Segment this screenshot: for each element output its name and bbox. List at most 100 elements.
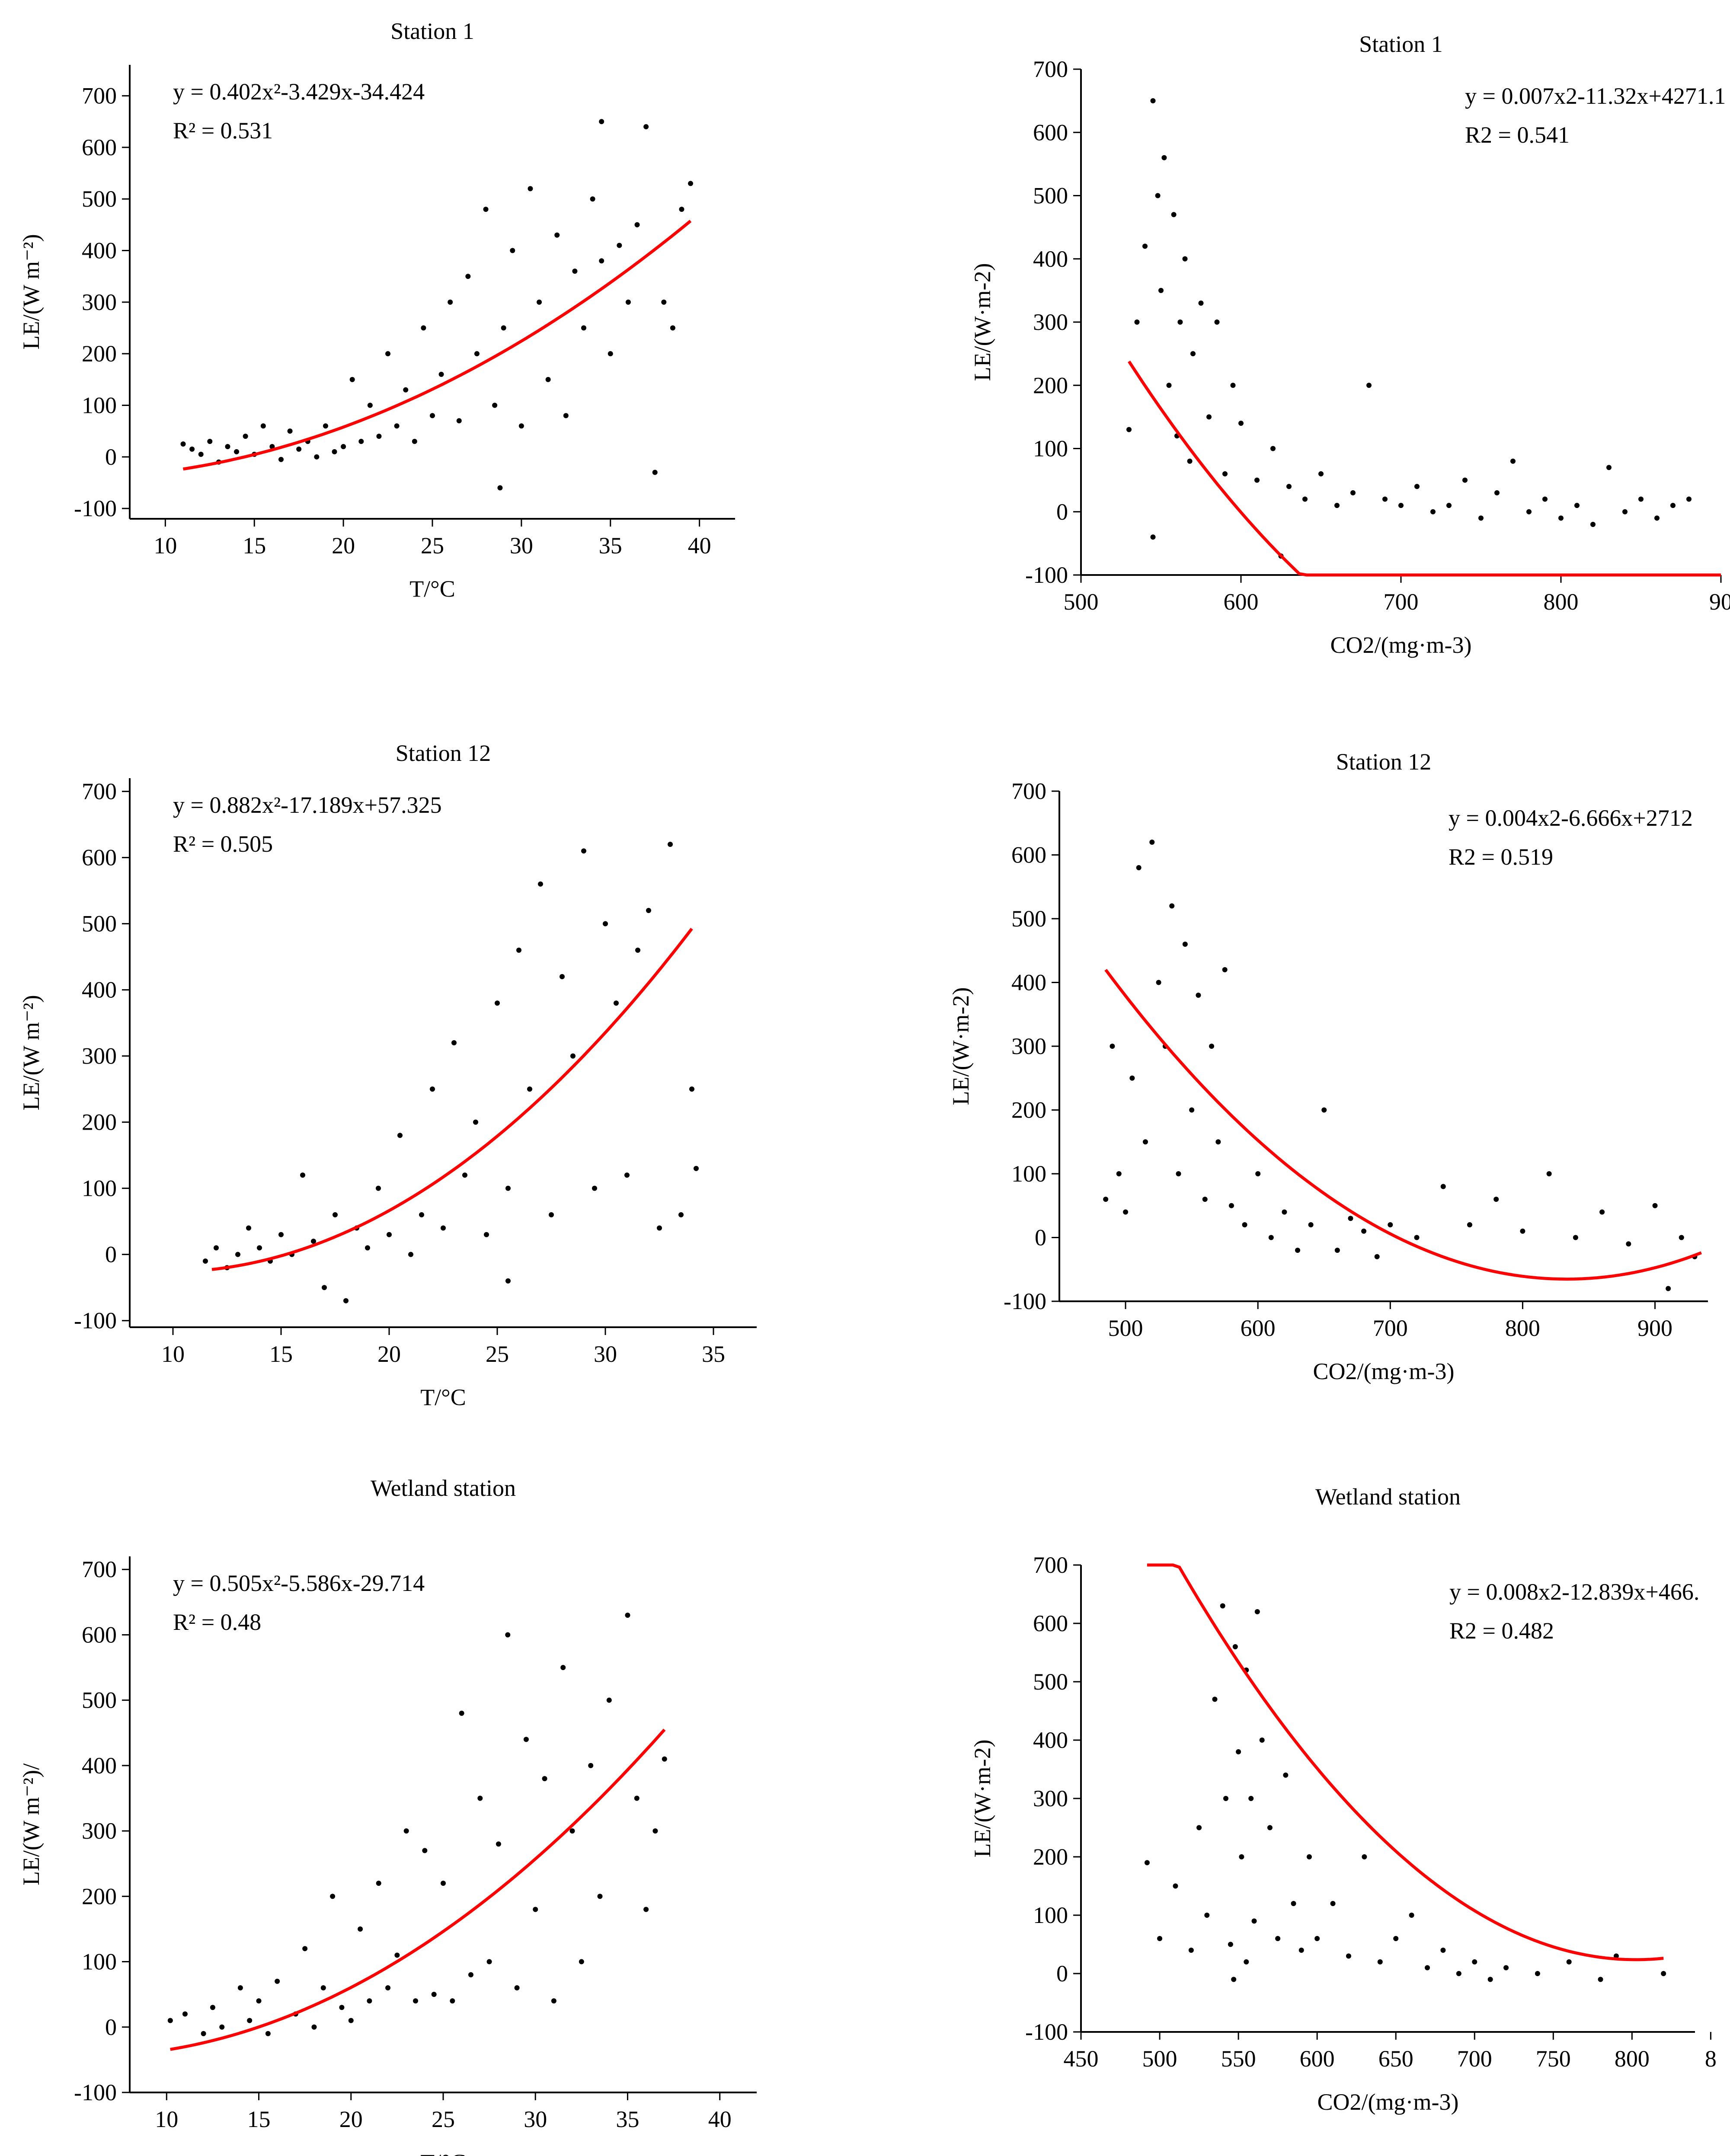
data-point <box>302 1946 308 1952</box>
data-point <box>1123 1209 1129 1215</box>
data-point <box>1196 1825 1202 1830</box>
data-point <box>1254 1609 1260 1614</box>
data-point <box>1282 1209 1287 1215</box>
data-point <box>657 1225 662 1231</box>
data-point <box>474 351 480 357</box>
data-point <box>450 1998 455 2004</box>
data-point <box>234 449 240 454</box>
data-point <box>1334 1248 1340 1253</box>
y-tick-label: 0 <box>1035 1225 1046 1251</box>
data-point <box>1187 458 1193 464</box>
data-point <box>1295 1248 1301 1253</box>
data-point <box>523 1737 529 1742</box>
data-point <box>643 1907 649 1912</box>
data-point <box>210 2005 215 2010</box>
data-point <box>592 1185 597 1191</box>
data-point <box>387 1232 392 1237</box>
data-point <box>1126 427 1132 432</box>
fit-equation: y = 0.882x²-17.189x+57.325 <box>173 792 442 818</box>
data-point <box>1209 1044 1215 1049</box>
y-axis-label: LE/(W m⁻²)/ <box>18 1763 44 1885</box>
data-point <box>365 1245 370 1251</box>
x-tick-label: 500 <box>1142 2046 1177 2072</box>
data-point <box>1166 383 1172 388</box>
data-point <box>588 1763 594 1768</box>
chart-panel-6: Wetland station -100 0 100 200 300 400 500 600 70… <box>969 1484 1717 2115</box>
data-point <box>527 1086 532 1092</box>
data-point <box>694 1166 699 1171</box>
data-point <box>1542 496 1548 502</box>
data-point <box>397 1133 403 1138</box>
data-point <box>441 1881 446 1886</box>
data-point <box>599 119 604 125</box>
data-point <box>421 325 426 331</box>
data-point <box>581 325 586 331</box>
data-point <box>542 1776 547 1782</box>
x-tick-label: 600 <box>1300 2046 1335 2072</box>
x-tick-label: 30 <box>594 1341 617 1367</box>
data-point <box>1606 465 1612 470</box>
data-point <box>518 423 524 429</box>
x-tick-label: 25 <box>421 533 444 559</box>
data-point <box>468 1972 473 1977</box>
data-point <box>1314 1936 1320 1941</box>
data-point <box>603 921 608 926</box>
data-point <box>492 402 498 408</box>
data-point <box>1188 1948 1194 1953</box>
y-axis-label: LE/(W·m-2) <box>948 987 974 1105</box>
data-point <box>1150 98 1156 104</box>
data-point <box>332 449 337 454</box>
data-point <box>1103 1197 1109 1202</box>
x-tick-label: 8 <box>1705 2046 1717 2072</box>
data-point <box>1223 1796 1228 1801</box>
data-point <box>1190 351 1196 357</box>
data-point <box>516 947 521 953</box>
x-axis-label: T/°C <box>420 1384 466 1410</box>
x-tick-label: 30 <box>510 533 533 559</box>
data-point <box>314 454 320 460</box>
chart-title: Wetland station <box>1315 1484 1461 1510</box>
x-tick-label: 10 <box>155 2106 178 2132</box>
data-point <box>1248 1796 1254 1801</box>
data-point <box>1136 865 1142 870</box>
data-point <box>1440 1184 1446 1189</box>
fit-curve <box>1104 969 1702 1281</box>
data-point <box>296 446 302 452</box>
data-point <box>1215 1139 1221 1145</box>
y-tick-label: 500 <box>82 186 117 212</box>
y-tick-label: 700 <box>82 83 117 109</box>
chart-panel-5: Wetland station -100 0 100 200 300 400 500 600 70… <box>18 1475 757 2156</box>
y-tick-label: 400 <box>1033 1727 1068 1753</box>
data-point <box>1334 503 1340 508</box>
data-point <box>214 1245 219 1251</box>
y-tick-label: 400 <box>82 977 117 1003</box>
x-tick-label: 600 <box>1224 589 1259 615</box>
data-point <box>1173 1883 1178 1889</box>
data-point <box>1467 1222 1472 1227</box>
data-point <box>269 444 275 449</box>
data-point <box>1298 1948 1304 1953</box>
x-tick-label: 35 <box>616 2106 639 2132</box>
data-point <box>1116 1171 1122 1176</box>
x-tick-label: 600 <box>1241 1315 1276 1341</box>
data-point <box>333 1212 338 1217</box>
data-point <box>646 908 651 914</box>
y-tick-label: 500 <box>1033 1669 1068 1695</box>
data-point <box>486 1959 492 1964</box>
y-axis-label: LE/(W m⁻²) <box>18 995 44 1110</box>
data-point <box>1291 1901 1296 1906</box>
data-point <box>1654 515 1660 521</box>
data-point <box>358 1926 363 1932</box>
r-squared: R² = 0.531 <box>173 118 273 144</box>
data-point <box>668 842 673 847</box>
x-tick-label: 25 <box>486 1341 509 1367</box>
data-point <box>1472 1959 1477 1964</box>
data-point <box>652 470 658 475</box>
x-axis-label: CO2/(mg·m-3) <box>1330 632 1472 658</box>
data-point <box>201 2031 206 2036</box>
data-point <box>678 1212 684 1217</box>
data-point <box>323 423 328 429</box>
data-point <box>560 974 565 980</box>
data-point <box>528 186 533 192</box>
data-point <box>394 423 400 429</box>
